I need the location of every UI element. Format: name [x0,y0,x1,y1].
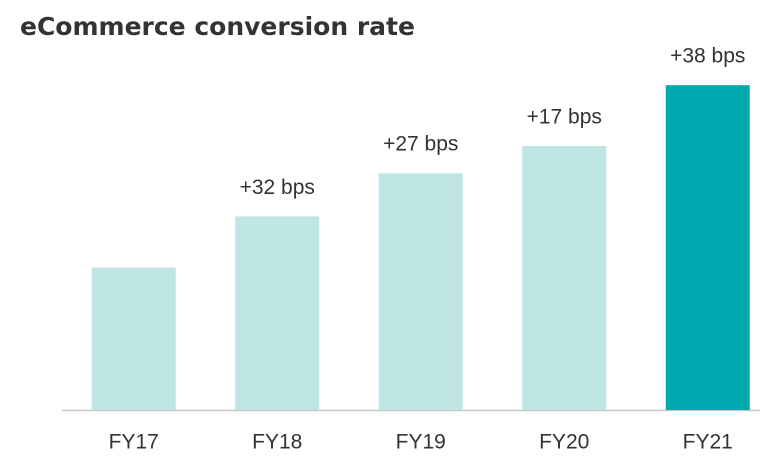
bar [91,267,176,410]
x-tick-label: FY18 [252,431,302,454]
x-tick-label: FY19 [396,431,446,454]
data-label: +32 bps [240,176,315,199]
chart-title: eCommerce conversion rate [20,12,415,41]
data-label: +17 bps [527,106,602,129]
bar [522,146,607,410]
bar [665,85,750,410]
x-tick-label: FY21 [683,431,733,454]
data-label: +27 bps [383,133,458,156]
x-tick-label: FY20 [539,431,589,454]
x-tick-label: FY17 [109,431,159,454]
bar [378,173,463,410]
bar [235,216,320,410]
data-label: +38 bps [670,45,745,68]
